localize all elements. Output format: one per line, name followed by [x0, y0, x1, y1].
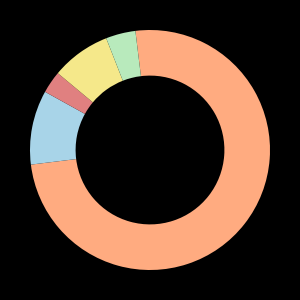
Wedge shape	[31, 30, 270, 270]
Wedge shape	[30, 92, 85, 165]
Wedge shape	[58, 38, 123, 102]
Wedge shape	[45, 73, 93, 114]
Wedge shape	[106, 31, 141, 81]
